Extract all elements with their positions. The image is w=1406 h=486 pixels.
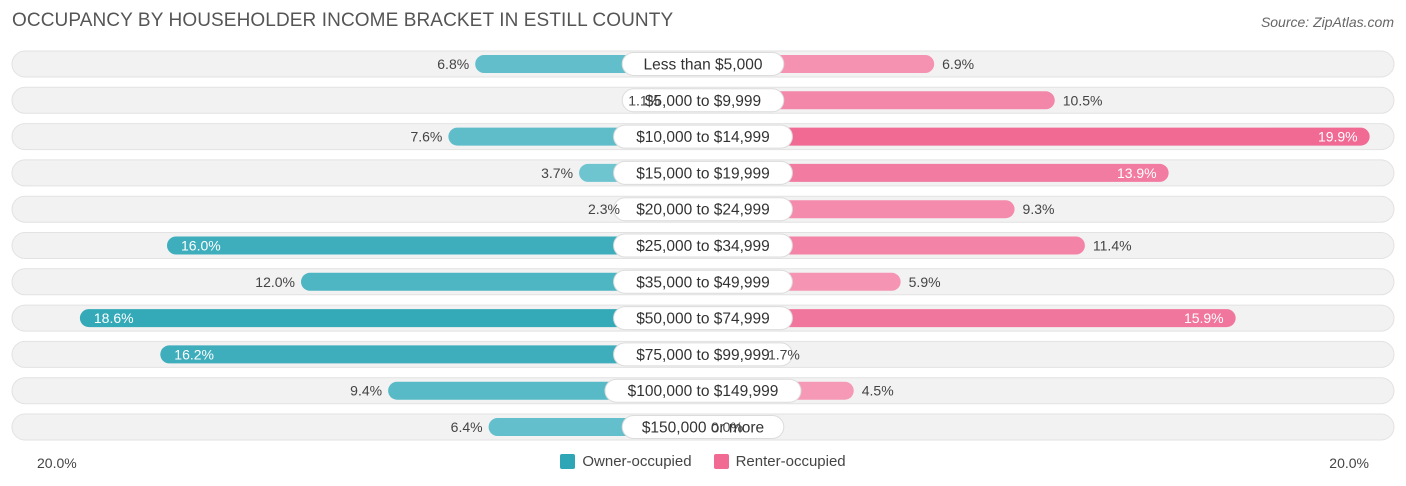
category-label: $10,000 to $14,999 bbox=[636, 129, 770, 146]
renter-bar bbox=[703, 236, 1085, 255]
category-pill bbox=[613, 197, 793, 222]
legend-item-renter: Renter-occupied bbox=[713, 453, 846, 470]
renter-value-label: 19.9% bbox=[1318, 129, 1358, 145]
category-pill bbox=[613, 160, 793, 185]
legend-label-renter: Renter-occupied bbox=[735, 453, 846, 470]
category-label: $50,000 to $74,999 bbox=[636, 311, 770, 328]
owner-value-label: 18.6% bbox=[94, 310, 134, 326]
category-pill bbox=[613, 269, 793, 294]
owner-value-label: 2.3% bbox=[588, 201, 620, 217]
category-label: $20,000 to $24,999 bbox=[636, 202, 770, 219]
category-label: Less than $5,000 bbox=[644, 57, 763, 74]
owner-value-label: 6.4% bbox=[451, 419, 483, 435]
legend-swatch-renter bbox=[713, 454, 729, 469]
owner-value-label: 7.6% bbox=[410, 129, 442, 145]
category-label: $15,000 to $19,999 bbox=[636, 165, 770, 182]
renter-bar bbox=[703, 127, 1370, 146]
legend-label-owner: Owner-occupied bbox=[582, 453, 692, 470]
legend-item-owner: Owner-occupied bbox=[560, 453, 692, 470]
renter-value-label: 6.9% bbox=[942, 56, 974, 72]
owner-value-label: 16.2% bbox=[174, 346, 214, 362]
category-label: $25,000 to $34,999 bbox=[636, 238, 770, 255]
owner-bar bbox=[301, 272, 703, 291]
owner-value-label: 12.0% bbox=[255, 274, 295, 290]
legend: Owner-occupied Renter-occupied bbox=[0, 453, 1406, 470]
category-pill bbox=[613, 124, 793, 149]
category-pill bbox=[604, 378, 802, 403]
renter-value-label: 9.3% bbox=[1023, 201, 1055, 217]
renter-value-label: 11.4% bbox=[1093, 238, 1132, 254]
category-label: $150,000 or more bbox=[642, 420, 764, 437]
legend-swatch-owner bbox=[560, 454, 576, 469]
renter-value-label: 5.9% bbox=[909, 274, 941, 290]
renter-bar bbox=[703, 163, 1169, 182]
renter-value-label: 15.9% bbox=[1184, 310, 1224, 326]
category-pill bbox=[621, 415, 785, 439]
axis-right-label: 20.0% bbox=[1329, 455, 1369, 471]
owner-bar bbox=[160, 345, 704, 364]
renter-value-label: 4.5% bbox=[862, 383, 894, 399]
chart-title: OCCUPANCY BY HOUSEHOLDER INCOME BRACKET … bbox=[12, 10, 674, 31]
renter-bar bbox=[703, 309, 1236, 328]
owner-value-label: 3.7% bbox=[541, 165, 573, 181]
renter-value-label: 1.7% bbox=[768, 346, 800, 362]
renter-value-label: 0.0% bbox=[711, 419, 743, 435]
chart-source: Source: ZipAtlas.com bbox=[1260, 14, 1394, 30]
owner-value-label: 6.8% bbox=[437, 56, 469, 72]
owner-value-label: 9.4% bbox=[350, 383, 382, 399]
category-label: $5,000 to $9,999 bbox=[645, 93, 761, 110]
category-label: $100,000 to $149,999 bbox=[628, 383, 779, 400]
category-pill bbox=[621, 88, 785, 113]
category-pill bbox=[613, 233, 793, 258]
owner-bar bbox=[167, 236, 703, 255]
owner-value-label: 16.0% bbox=[181, 238, 221, 254]
renter-value-label: 13.9% bbox=[1117, 165, 1157, 181]
owner-value-label: 1.1% bbox=[628, 92, 660, 108]
axis-left-label: 20.0% bbox=[37, 455, 77, 471]
category-pill bbox=[621, 52, 785, 76]
category-label: $35,000 to $49,999 bbox=[636, 274, 770, 291]
category-pill bbox=[613, 342, 793, 367]
renter-value-label: 10.5% bbox=[1063, 92, 1103, 108]
owner-bar bbox=[79, 309, 703, 328]
renter-bar bbox=[703, 91, 1055, 110]
category-pill bbox=[613, 306, 793, 331]
category-label: $75,000 to $99,999 bbox=[636, 347, 770, 364]
